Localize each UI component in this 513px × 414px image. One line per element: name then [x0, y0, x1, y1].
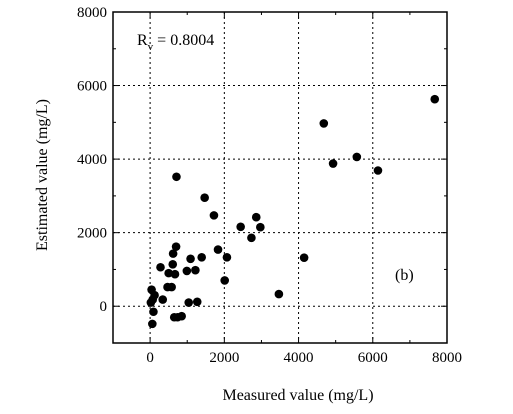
data-point-0-35 — [299, 253, 309, 262]
y-tick-label-2000: 2000 — [77, 226, 107, 242]
y-tick-label-8000: 8000 — [77, 5, 107, 21]
data-point-0-18 — [177, 311, 186, 321]
x-tick-label-8000: 8000 — [432, 350, 462, 366]
data-point-0-27 — [213, 245, 223, 254]
x-tick-label-0: 0 — [146, 350, 154, 366]
data-point-0-32 — [251, 212, 261, 222]
data-point-0-28 — [220, 276, 230, 285]
data-point-0-26 — [209, 211, 219, 220]
tick-marks — [112, 11, 448, 344]
data-point-0-23 — [192, 297, 202, 307]
data-point-0-33 — [256, 222, 265, 232]
data-point-0-7 — [158, 295, 168, 304]
data-point-0-21 — [184, 298, 194, 307]
data-point-0-13 — [170, 269, 180, 279]
data-points — [146, 94, 440, 329]
data-point-0-24 — [197, 253, 206, 262]
x-tick-labels: 0 2000 4000 6000 8000 — [146, 350, 462, 366]
data-point-0-14 — [171, 242, 181, 251]
x-tick-label-6000: 6000 — [358, 350, 388, 366]
correlation-symbol: R — [137, 32, 148, 49]
grid-lines — [113, 12, 447, 343]
data-point-0-36 — [319, 119, 329, 128]
data-point-0-19 — [182, 266, 192, 276]
data-point-0-15 — [172, 172, 181, 182]
x-axis-label: Measured value (mg/L) — [222, 387, 373, 404]
x-tick-label-4000: 4000 — [284, 350, 314, 366]
data-point-0-22 — [191, 265, 200, 275]
data-point-0-12 — [167, 282, 176, 292]
correlation-subscript: v — [148, 41, 154, 53]
y-tick-label-6000: 6000 — [77, 79, 107, 95]
y-tick-labels: 0 2000 4000 6000 8000 — [77, 5, 107, 315]
data-point-0-5 — [150, 290, 159, 300]
y-tick-label-4000: 4000 — [77, 152, 107, 168]
correlation-value: = 0.8004 — [153, 32, 214, 49]
data-point-0-11 — [168, 249, 178, 258]
x-tick-label-2000: 2000 — [209, 350, 239, 366]
data-point-0-2 — [146, 298, 156, 307]
data-point-0-30 — [236, 222, 245, 232]
data-point-0-25 — [200, 193, 209, 203]
data-point-0-29 — [222, 253, 232, 262]
data-point-0-6 — [156, 262, 165, 272]
data-point-0-3 — [149, 307, 158, 317]
data-point-0-20 — [186, 254, 195, 264]
data-point-0-10 — [168, 259, 178, 269]
plot-frame — [112, 11, 448, 344]
data-point-0-4 — [148, 319, 157, 329]
data-point-0-38 — [352, 152, 362, 162]
data-point-0-39 — [373, 166, 383, 175]
data-point-0-31 — [247, 233, 256, 243]
y-axis-label: Estimated value (mg/L) — [34, 99, 51, 251]
data-point-0-34 — [274, 289, 284, 299]
panel-label: (b) — [395, 267, 414, 284]
data-point-0-37 — [328, 159, 338, 168]
y-tick-label-0: 0 — [100, 299, 108, 315]
correlation-annotation: Rv = 0.8004 — [137, 32, 214, 53]
data-point-0-40 — [430, 94, 440, 104]
